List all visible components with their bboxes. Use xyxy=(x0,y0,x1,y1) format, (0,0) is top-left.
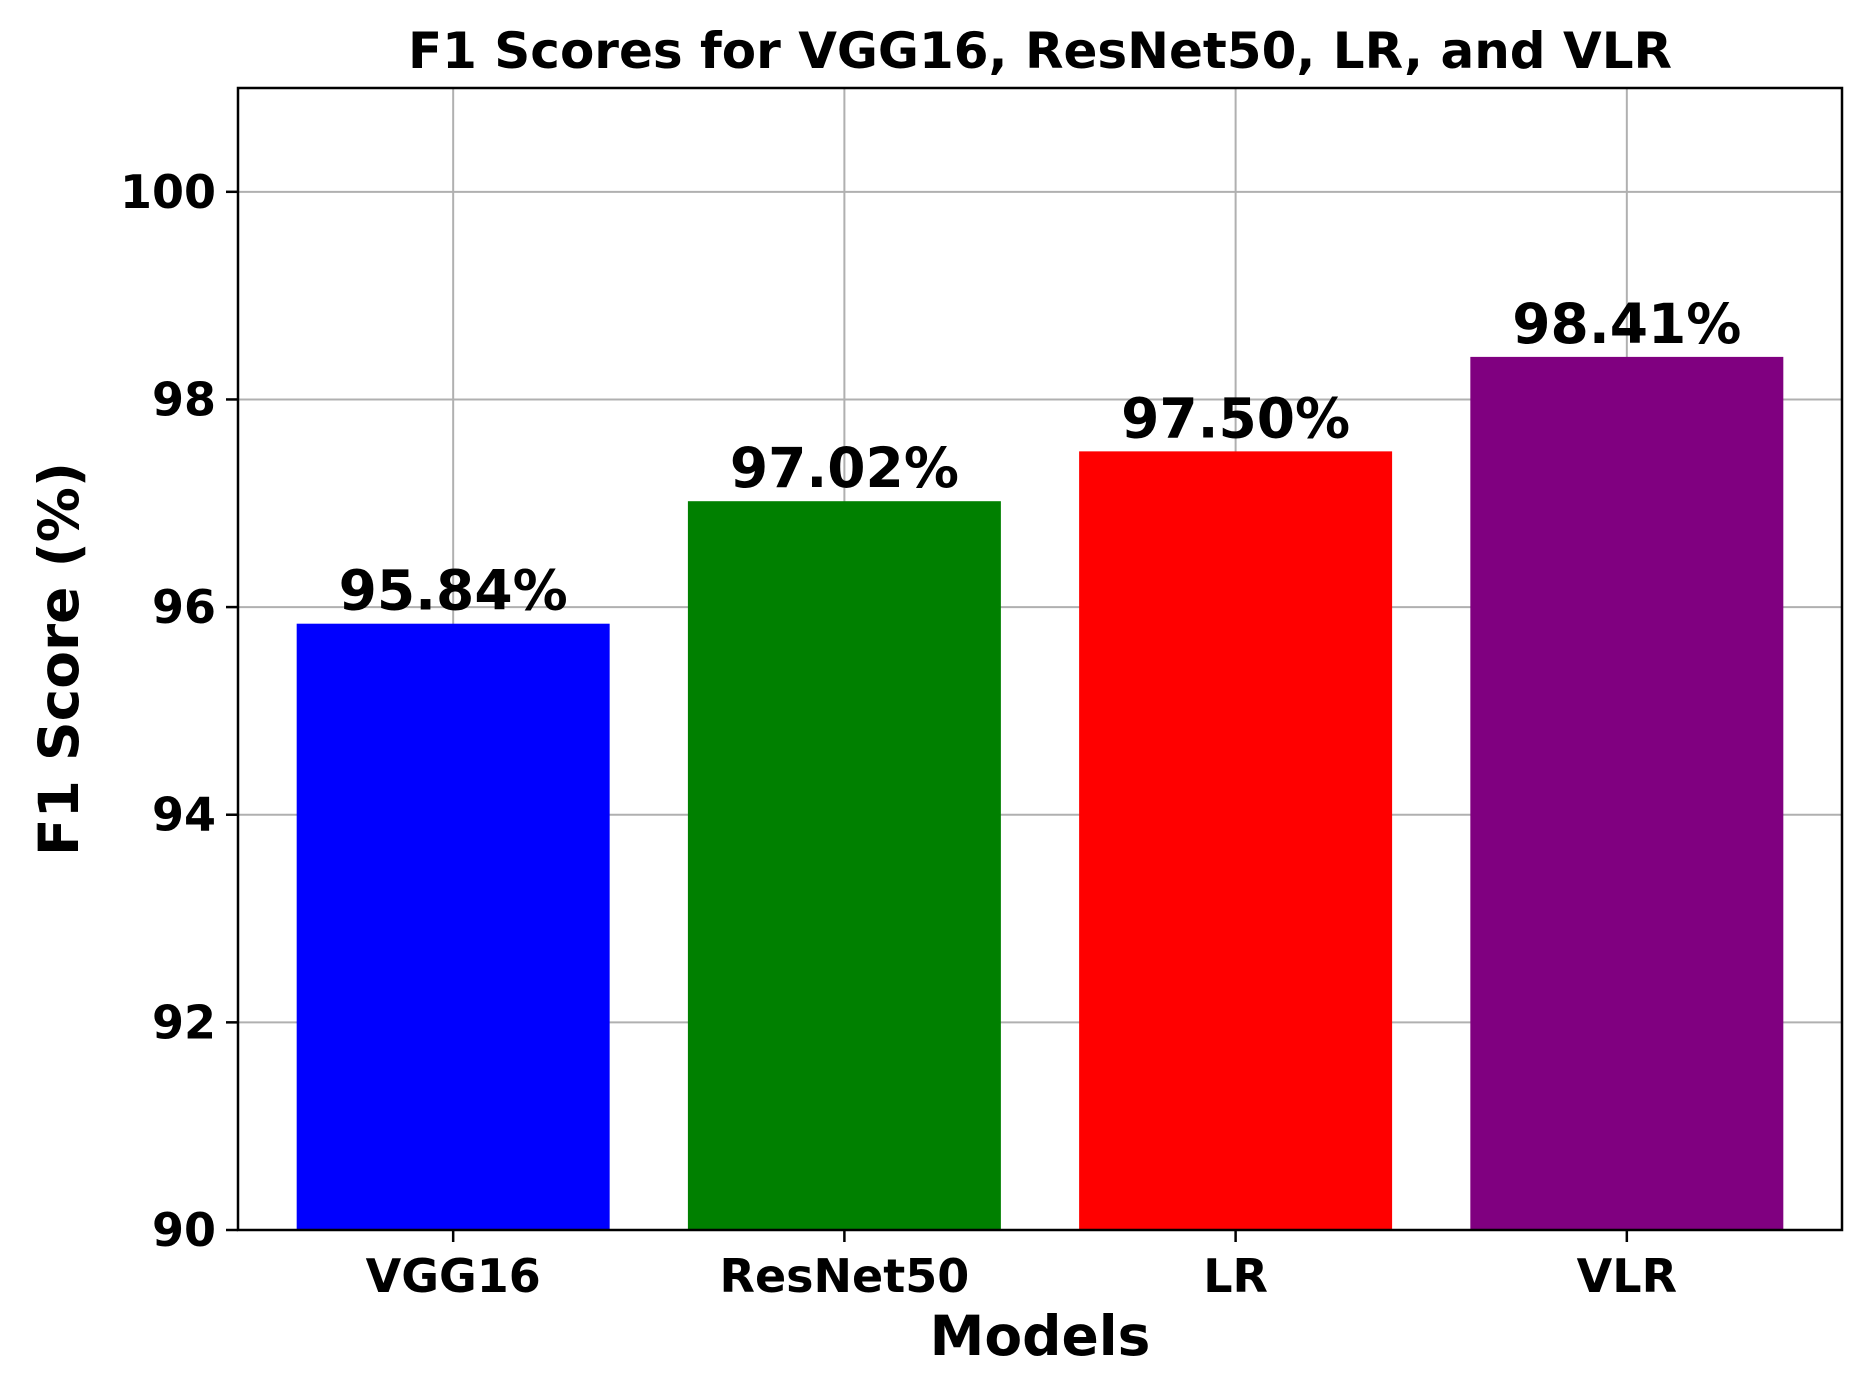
data-label: 97.50% xyxy=(1121,386,1350,450)
data-label: 95.84% xyxy=(339,559,568,623)
bar-resnet50 xyxy=(687,501,1001,1230)
y-tick-label: 92 xyxy=(152,995,216,1049)
y-tick-label: 90 xyxy=(152,1203,216,1257)
x-tick-label: VGG16 xyxy=(366,1249,541,1303)
y-tick-label: 100 xyxy=(120,165,216,219)
x-tick-label: VLR xyxy=(1577,1249,1677,1303)
x-axis-title: Models xyxy=(930,1304,1151,1368)
y-tick-label: 98 xyxy=(152,372,216,426)
data-label: 98.41% xyxy=(1512,292,1741,356)
y-tick-label: 94 xyxy=(152,788,216,842)
data-label: 97.02% xyxy=(730,436,959,500)
y-tick-label: 96 xyxy=(152,580,216,634)
bar-vlr xyxy=(1470,356,1784,1230)
x-ticks: VGG16 ResNet50 LR VLR xyxy=(366,1230,1677,1303)
bar-lr xyxy=(1079,451,1393,1230)
bars xyxy=(296,356,1784,1230)
x-tick-label: ResNet50 xyxy=(720,1249,970,1303)
x-tick-label: LR xyxy=(1203,1249,1268,1303)
y-axis-title: F1 Score (%) xyxy=(27,462,91,856)
bar-vgg16 xyxy=(296,623,610,1230)
data-labels: 95.84% 97.02% 97.50% 98.41% xyxy=(339,292,1742,623)
plot-frame xyxy=(236,86,1844,1232)
chart-title: F1 Scores for VGG16, ResNet50, LR, and V… xyxy=(408,22,1672,80)
y-ticks: 90 92 94 96 98 100 xyxy=(120,165,238,1257)
